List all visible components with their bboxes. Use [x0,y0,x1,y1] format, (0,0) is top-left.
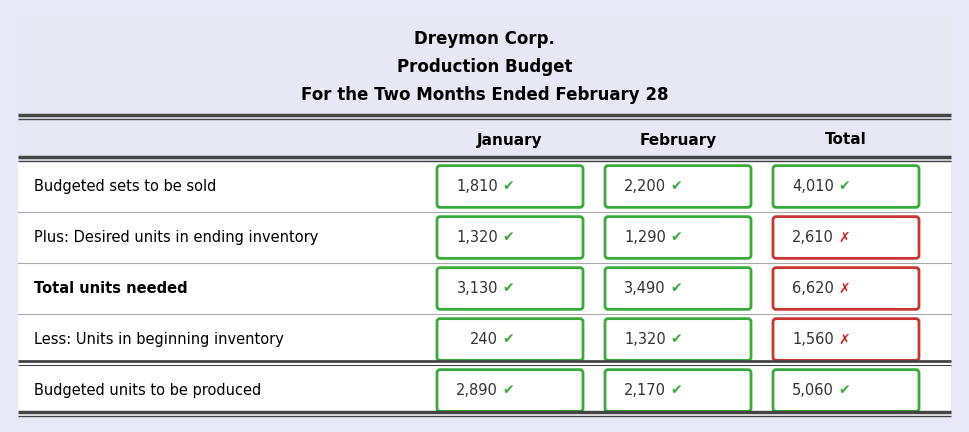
Text: Production Budget: Production Budget [396,58,573,76]
Text: ✗: ✗ [838,231,850,245]
Text: ✔: ✔ [670,384,681,397]
Text: ✔: ✔ [838,384,850,397]
Text: ✔: ✔ [502,333,514,346]
Text: ✔: ✔ [502,384,514,397]
Text: ✔: ✔ [502,180,514,194]
Text: 1,810: 1,810 [456,179,498,194]
Text: Budgeted units to be produced: Budgeted units to be produced [34,383,262,398]
Bar [18,161,951,416]
Text: 2,170: 2,170 [624,383,666,398]
Text: 5,060: 5,060 [792,383,834,398]
FancyBboxPatch shape [605,319,751,360]
Text: Plus: Desired units in ending inventory: Plus: Desired units in ending inventory [34,230,319,245]
FancyBboxPatch shape [773,370,919,411]
Text: 2,610: 2,610 [792,230,834,245]
Text: ✗: ✗ [838,282,850,295]
FancyBboxPatch shape [773,319,919,360]
Text: ✔: ✔ [670,231,681,245]
Bar [18,14,951,119]
Text: 2,890: 2,890 [456,383,498,398]
Text: 1,560: 1,560 [793,332,834,347]
Bar [18,119,951,161]
Text: 240: 240 [470,332,498,347]
FancyBboxPatch shape [605,370,751,411]
Text: ✔: ✔ [838,180,850,194]
Text: 2,200: 2,200 [624,179,666,194]
FancyBboxPatch shape [605,268,751,309]
Text: February: February [640,133,717,147]
Text: Total units needed: Total units needed [34,281,188,296]
Text: Total: Total [826,133,867,147]
Text: Less: Units in beginning inventory: Less: Units in beginning inventory [34,332,284,347]
FancyBboxPatch shape [437,370,583,411]
Text: For the Two Months Ended February 28: For the Two Months Ended February 28 [300,86,669,104]
Text: Dreymon Corp.: Dreymon Corp. [414,30,555,48]
Text: 3,130: 3,130 [456,281,498,296]
Text: ✔: ✔ [670,180,681,194]
Text: 3,490: 3,490 [624,281,666,296]
FancyBboxPatch shape [605,217,751,258]
Text: ✔: ✔ [502,282,514,295]
Text: 1,320: 1,320 [624,332,666,347]
Text: Budgeted sets to be sold: Budgeted sets to be sold [34,179,216,194]
Text: 4,010: 4,010 [792,179,834,194]
Text: ✗: ✗ [838,333,850,346]
FancyBboxPatch shape [437,165,583,207]
Text: January: January [477,133,543,147]
Text: 1,290: 1,290 [624,230,666,245]
Text: 1,320: 1,320 [456,230,498,245]
FancyBboxPatch shape [773,217,919,258]
FancyBboxPatch shape [437,319,583,360]
Text: ✔: ✔ [670,282,681,295]
FancyBboxPatch shape [437,268,583,309]
Text: ✔: ✔ [670,333,681,346]
Text: ✔: ✔ [502,231,514,245]
FancyBboxPatch shape [773,268,919,309]
FancyBboxPatch shape [773,165,919,207]
FancyBboxPatch shape [605,165,751,207]
FancyBboxPatch shape [437,217,583,258]
Text: 6,620: 6,620 [792,281,834,296]
